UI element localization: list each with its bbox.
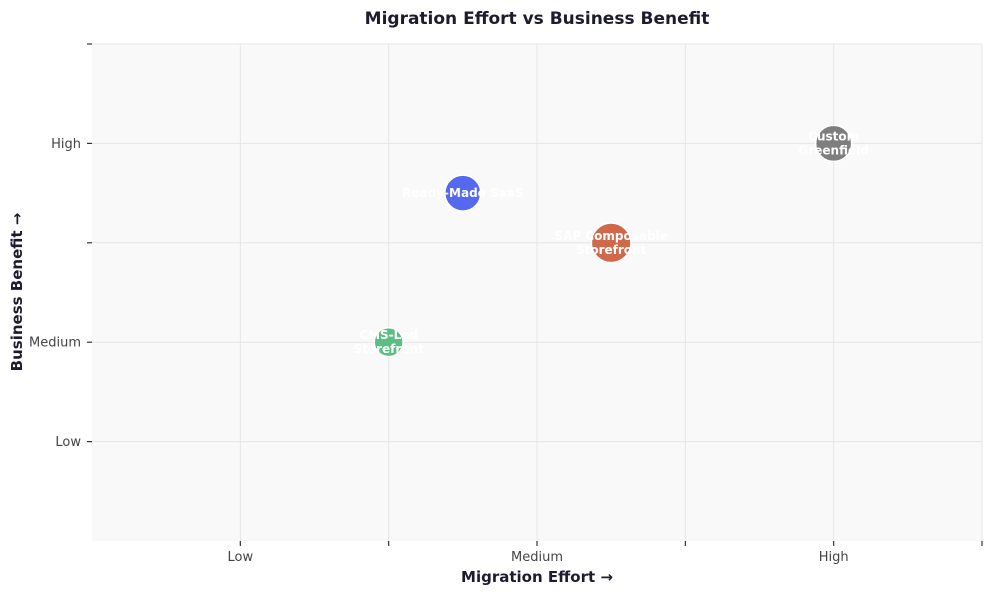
bubble-label: Ready-Made SaaS [402, 186, 523, 200]
y-tick-label: Low [55, 435, 81, 450]
bubble [373, 327, 404, 358]
y-axis-label: Business Benefit → [8, 213, 26, 372]
x-tick-label: Medium [511, 550, 563, 565]
bubble [444, 174, 482, 212]
bubble [814, 124, 853, 163]
bubble [590, 222, 632, 264]
bubble-label: Greenfield [799, 143, 869, 157]
chart-title: Migration Effort vs Business Benefit [365, 9, 710, 29]
x-axis-label: Migration Effort → [461, 568, 613, 586]
axes: Low Medium High Low Medium High [29, 43, 983, 565]
bubble-label: Storefront [353, 342, 424, 356]
bubble-label: SAP Composable [554, 229, 667, 243]
bubble-label: Storefront [576, 243, 647, 257]
bubble-label: CMS-Led [359, 328, 418, 342]
x-tick-label: Low [228, 550, 254, 565]
x-tick-label: High [819, 550, 849, 565]
bubble-point: Ready-Made SaaS [402, 174, 523, 212]
bubble-label: Custom [808, 129, 859, 143]
y-tick-label: Medium [29, 336, 81, 351]
y-tick-label: High [51, 137, 81, 152]
